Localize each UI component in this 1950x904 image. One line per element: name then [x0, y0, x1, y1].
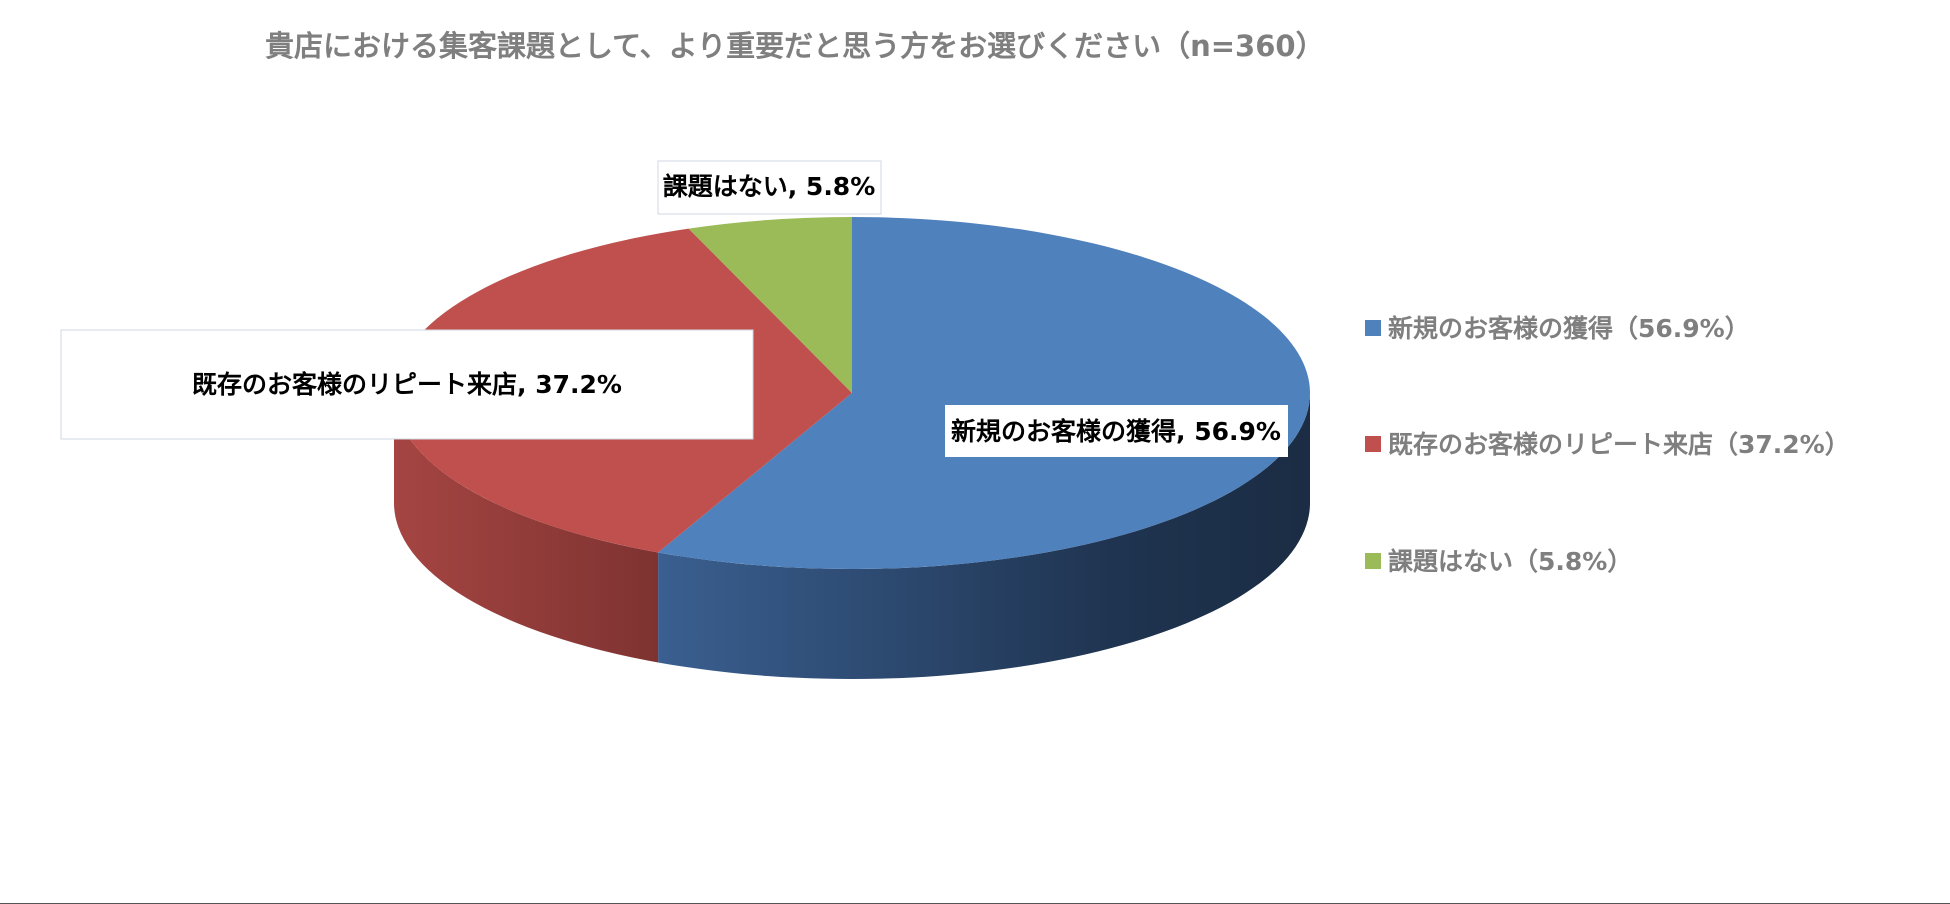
legend-label-no-issue: 課題はない（5.8%） — [1388, 547, 1632, 576]
legend-swatch-repeat-customers — [1365, 436, 1381, 452]
data-label-no-issue: 課題はない, 5.8% — [663, 172, 876, 201]
pie-labels: 新規のお客様の獲得, 56.9% 既存のお客様のリピート来店, 37.2% 課題はな… — [60, 160, 1288, 457]
legend-label-new-customers: 新規のお客様の獲得（56.9%） — [1388, 314, 1750, 343]
legend-swatch-no-issue — [1365, 553, 1381, 569]
data-label-box-new-customers — [945, 405, 1288, 457]
legend-swatch-new-customers — [1365, 320, 1381, 336]
legend-label-repeat-customers: 既存のお客様のリピート来店（37.2%） — [1388, 430, 1850, 459]
pie-slice-no-issue — [688, 217, 852, 393]
data-label-box-no-issue — [657, 160, 882, 215]
chart-title: 貴店における集客課題として、より重要だと思う方をお選びください（n=360） — [265, 29, 1325, 63]
data-label-new-customers: 新規のお客様の獲得, 56.9% — [951, 417, 1281, 446]
legend: 新規のお客様の獲得（56.9%） 既存のお客様のリピート来店（37.2%） 課題はな… — [1365, 314, 1850, 576]
pie-sides — [394, 393, 1310, 679]
pie-slice-new-customers — [658, 217, 1311, 569]
data-label-repeat-customers: 既存のお客様のリピート来店, 37.2% — [192, 370, 622, 399]
pie-side-repeat-customers — [394, 393, 659, 663]
pie-tops — [394, 217, 1311, 569]
data-label-box-repeat-customers — [60, 329, 754, 440]
pie-side-new-customers — [658, 393, 1310, 679]
